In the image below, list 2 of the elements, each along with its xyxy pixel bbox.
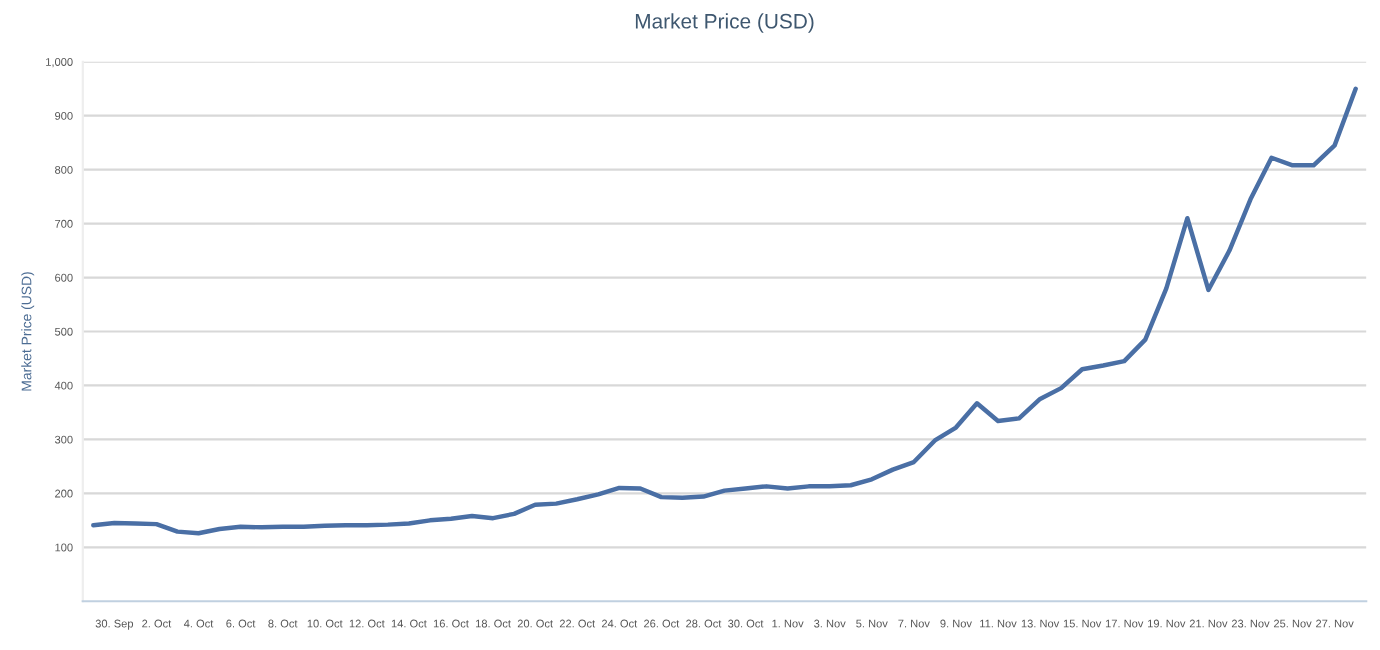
line-series bbox=[91, 86, 1358, 536]
chart-title: Market Price (USD) bbox=[635, 13, 814, 33]
